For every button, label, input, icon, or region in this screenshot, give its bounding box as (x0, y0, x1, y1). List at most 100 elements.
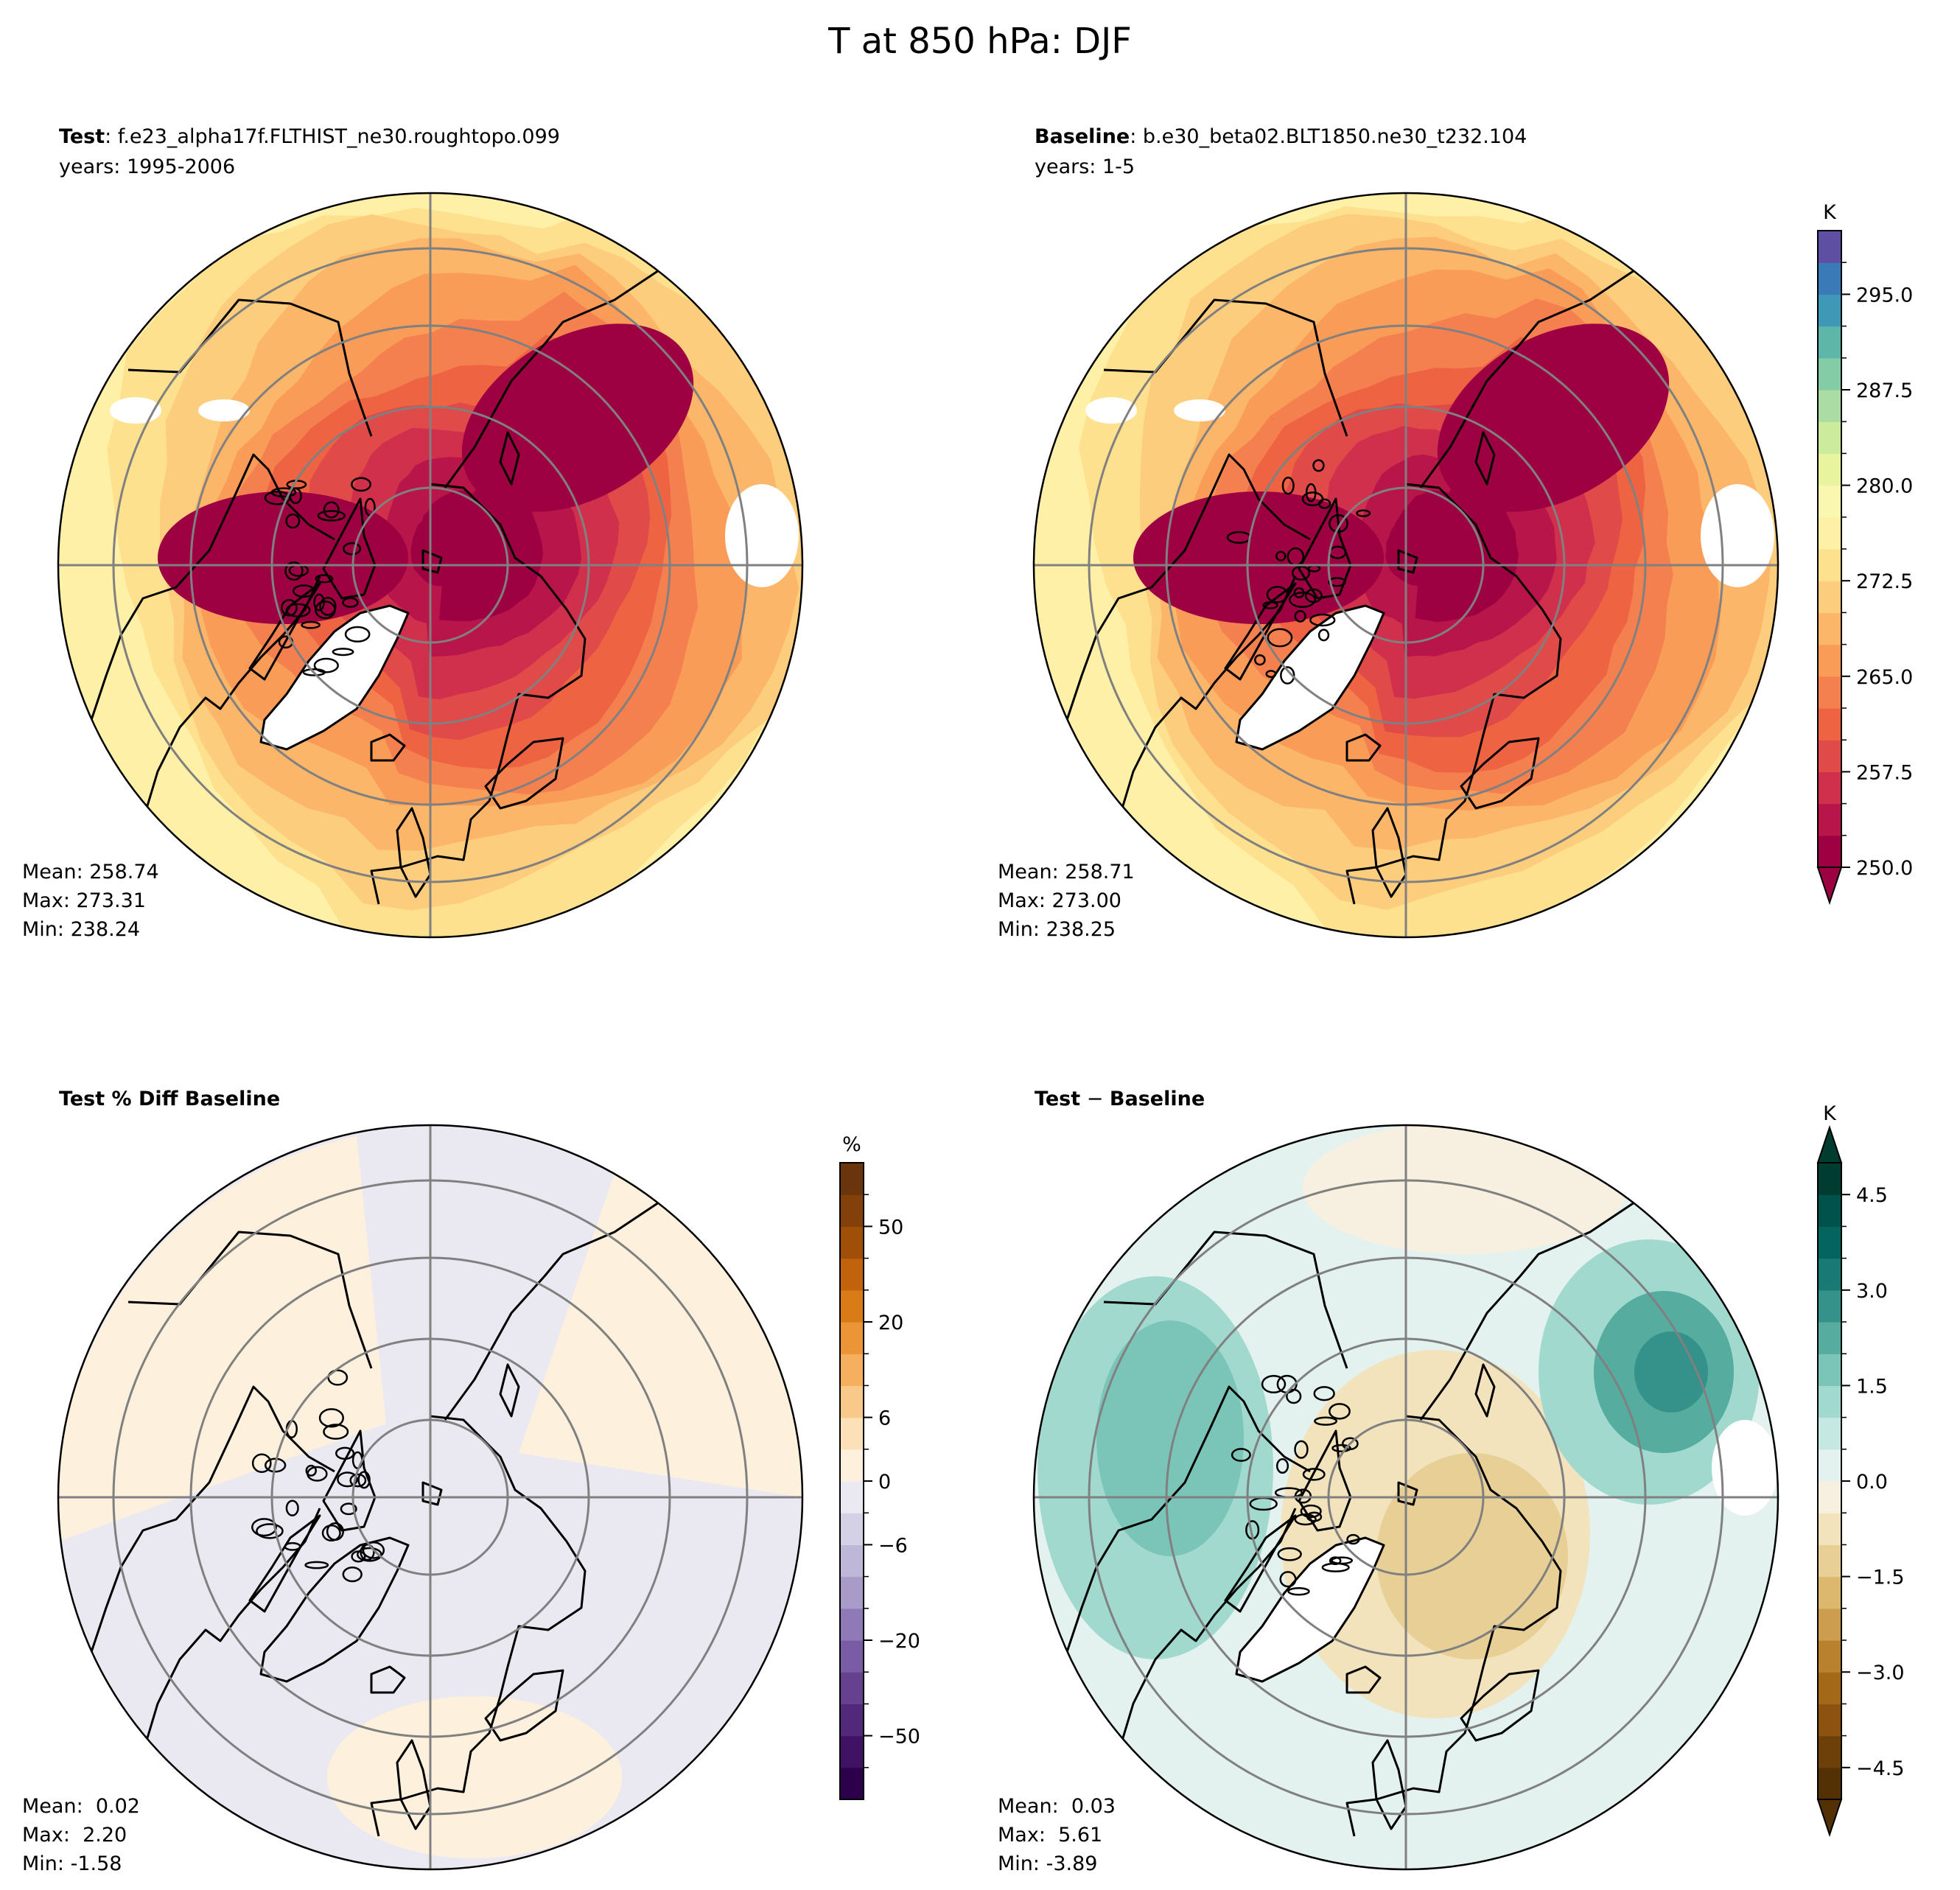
coast-island (1294, 1488, 1312, 1504)
coast-island (343, 542, 362, 556)
panel-baseline-coastlines (1065, 240, 1662, 905)
colorbar-segment (1818, 1640, 1841, 1673)
coast-svalbard (1397, 1481, 1418, 1506)
coast-island (1291, 565, 1311, 581)
colorbar-segment (1818, 1289, 1841, 1323)
masked-region (110, 397, 161, 424)
panel-baseline-field (1034, 193, 1778, 937)
colorbar-segment (1818, 453, 1841, 486)
panel-baseline-mean: Mean: 258.71 (998, 861, 1135, 883)
coast-iceland (370, 733, 406, 762)
coast-island (302, 668, 326, 676)
coast-britain (1371, 807, 1407, 898)
coast-novaya-zemlya (499, 431, 520, 486)
coast-scandinavia (484, 1669, 564, 1742)
panel-baseline-title: Baseline: b.e30_beta02.BLT1850.ne30_t232… (1035, 125, 1527, 148)
colorbar-tick-label: −1.5 (1856, 1567, 1905, 1589)
coast-island (332, 648, 354, 657)
panel-pct-diff-min: Min: -1.58 (22, 1852, 122, 1875)
coast-ellesmere (322, 497, 377, 600)
coast-eurasia (1345, 1415, 1562, 1837)
colorbar-segment (1818, 835, 1841, 868)
colorbar-tick-label: 250.0 (1856, 857, 1913, 880)
panel-test-mean: Mean: 258.74 (22, 861, 159, 883)
coast-island (1262, 601, 1278, 609)
colorbar-segment (1818, 644, 1841, 677)
coast-island (285, 1499, 299, 1516)
coast-island (1329, 514, 1348, 533)
coast-island (1301, 491, 1324, 507)
coast-island (1313, 1386, 1335, 1401)
colorbar-tick-label: 287.5 (1856, 379, 1913, 402)
panel-baseline-max: Max: 273.00 (998, 889, 1121, 912)
masked-region (1701, 484, 1774, 587)
colorbar-segment (1818, 1258, 1841, 1291)
colorbar-tick-label: 295.0 (1856, 284, 1913, 307)
coast-island (335, 1446, 355, 1460)
coast-island (317, 510, 346, 522)
colorbar-segment (1818, 581, 1841, 613)
panel-pct-diff: Test % Diff Baseline Mean: 0.02 Max: 2.2… (22, 1088, 920, 1875)
panel-diff: Test − Baseline Mean: 0.03 Max: 5.61 Min… (998, 1088, 1905, 1875)
colorbar-tick-label: 6 (878, 1407, 891, 1430)
coast-island (1277, 1547, 1302, 1561)
panel-test-field (58, 193, 802, 937)
coast-siberia (444, 1172, 686, 1421)
masked-region (725, 484, 799, 587)
colorbar-segment (1818, 294, 1841, 327)
coast-island (251, 1453, 272, 1473)
coast-svalbard (1397, 549, 1418, 574)
coast-island (357, 1547, 382, 1562)
coast-svalbard (421, 1481, 443, 1506)
panel-test-years: years: 1995-2006 (59, 155, 235, 178)
panel-pct-diff-mean: Mean: 0.02 (22, 1795, 140, 1818)
masked-greenland (1236, 606, 1384, 749)
masked-greenland (1236, 1538, 1384, 1681)
colorbar-segment (840, 1163, 864, 1195)
coast-island (1261, 1374, 1287, 1394)
colorbar-segment (1818, 1481, 1841, 1513)
panel-baseline-boundary (1032, 192, 1779, 939)
colorbar-segment (840, 1513, 864, 1545)
coast-island (1302, 1468, 1326, 1481)
coast-island (1346, 1533, 1360, 1545)
coast-island (362, 1541, 385, 1559)
figure-title: T at 850 hPa: DJF (827, 21, 1132, 62)
colorbar-baseline: 250.0 257.5 265.0 272.5 280.0 287.5 295.0 K (1816, 201, 1913, 906)
coast-island (1287, 1587, 1310, 1596)
coast-island (1356, 509, 1371, 517)
panel-test-title: Test: f.e23_alpha17f.FLTHIST_ne30.rought… (59, 125, 560, 148)
panel-test-gridlines (58, 193, 802, 937)
colorbar-tick-label: 280.0 (1856, 475, 1913, 498)
coast-island (1317, 629, 1330, 642)
colorbar-segment (1818, 485, 1841, 518)
coast-iceland (1345, 1665, 1382, 1694)
panel-pct-diff-gridlines (58, 1125, 802, 1869)
coast-island (342, 597, 359, 608)
panel-diff-gridlines (1034, 1125, 1778, 1869)
coast-island (321, 1525, 341, 1542)
colorbar-segment (1818, 357, 1841, 391)
colorbar-extend-min (1816, 867, 1843, 906)
coast-island (1281, 476, 1295, 495)
coast-island (1279, 1571, 1297, 1588)
panel-pct-diff-boundary (57, 1124, 804, 1871)
coast-island (1275, 550, 1287, 561)
colorbar-diff: 4.5 3.0 1.5 0.0 −1.5 −3.0 −4.5 K (1816, 1102, 1905, 1838)
colorbar-segment (1818, 1449, 1841, 1482)
coast-island (319, 597, 337, 616)
panel-pct-diff-max: Max: 2.20 (22, 1824, 127, 1847)
masked-region (1174, 399, 1225, 421)
coast-island (1294, 1513, 1317, 1526)
colorbar-segment (1818, 708, 1841, 741)
coast-island (292, 584, 315, 598)
coast-island (1329, 1403, 1351, 1420)
coast-island (1294, 609, 1306, 623)
masked-region (1085, 397, 1137, 424)
coast-novaya-zemlya (1474, 431, 1496, 486)
colorbar-segment (840, 1226, 864, 1259)
colorbar-tick-label: 50 (878, 1216, 903, 1239)
panel-pct-diff-title: Test % Diff Baseline (59, 1088, 280, 1110)
field-band (58, 1136, 386, 1541)
colorbar-label: K (1823, 201, 1837, 224)
